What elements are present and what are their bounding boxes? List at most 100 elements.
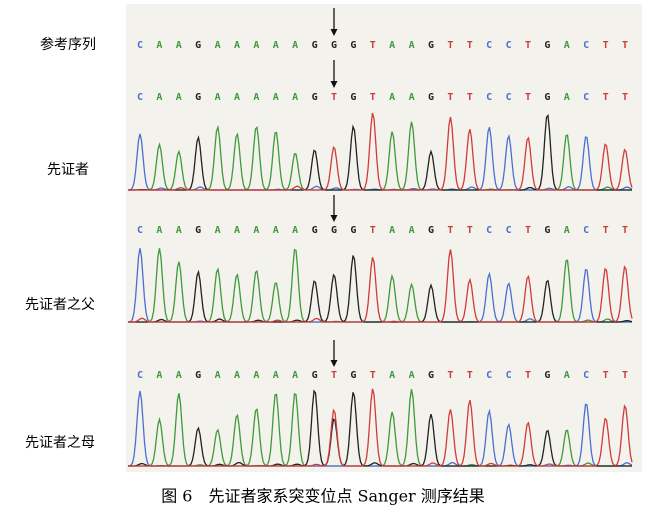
base-call: G [331,40,337,51]
base-call: T [467,225,473,236]
peak-trace [128,388,633,467]
arrow-head [330,29,338,36]
peak-trace [128,249,633,323]
base-call: G [544,92,550,103]
base-call: T [447,40,453,51]
base-call: G [312,370,318,381]
base-call: A [215,92,221,103]
base-call: A [564,225,570,236]
base-call: C [583,370,589,381]
photo-panel [126,4,642,472]
base-call: A [409,92,415,103]
base-call: A [389,225,395,236]
base-call: T [525,40,531,51]
base-call: G [350,370,356,381]
base-call: A [389,40,395,51]
base-call: C [506,92,512,103]
base-call: T [467,370,473,381]
base-call: T [622,225,628,236]
base-call: T [447,225,453,236]
row-label: 参考序列 [40,36,96,53]
base-call: T [622,92,628,103]
base-call: G [312,40,318,51]
base-call: T [603,92,609,103]
base-call: T [622,370,628,381]
base-call: G [350,40,356,51]
base-call: G [312,92,318,103]
base-call: T [370,370,376,381]
row-label: 先证者之父 [25,297,95,313]
base-call: T [467,40,473,51]
row-label: 先证者 [47,162,89,178]
base-call: A [156,40,162,51]
base-call: G [195,225,201,236]
base-call: A [215,225,221,236]
base-call: T [525,92,531,103]
arrow-head [330,215,338,222]
base-call: A [292,92,298,103]
base-call: A [253,92,259,103]
base-call: A [234,40,240,51]
base-call: G [350,225,356,236]
base-call: T [622,40,628,51]
base-call: T [525,370,531,381]
base-call: A [234,225,240,236]
base-call: A [389,370,395,381]
base-call: C [583,225,589,236]
base-call: A [564,92,570,103]
base-call: G [544,370,550,381]
arrow-head [330,360,338,367]
base-call: A [409,40,415,51]
base-call: A [292,40,298,51]
base-call: G [195,370,201,381]
base-call: T [603,40,609,51]
base-call: T [370,225,376,236]
base-call: A [273,370,279,381]
base-call: A [253,40,259,51]
base-call: A [253,225,259,236]
base-call: C [486,370,492,381]
figure-caption: 图 6 先证者家系突变位点 Sanger 测序结果 [161,487,485,506]
base-call: C [486,92,492,103]
base-call: T [331,370,337,381]
peak-trace [128,112,633,191]
base-call: C [137,92,143,103]
base-call: A [564,370,570,381]
base-call: A [215,370,221,381]
base-call: A [273,40,279,51]
base-call: C [583,40,589,51]
base-call: A [564,40,570,51]
arrow-head [330,81,338,88]
base-call: A [176,225,182,236]
base-call: G [428,225,434,236]
base-call: T [603,225,609,236]
base-call: G [544,40,550,51]
base-call: A [273,92,279,103]
base-call: G [350,92,356,103]
base-call: G [195,40,201,51]
base-call: G [195,92,201,103]
base-call: G [428,40,434,51]
base-call: A [176,92,182,103]
base-call: T [447,92,453,103]
base-call: T [447,370,453,381]
base-call: A [176,370,182,381]
base-call: T [331,92,337,103]
base-call: C [486,225,492,236]
base-call: A [234,370,240,381]
base-call: T [603,370,609,381]
base-call: A [156,92,162,103]
base-call: C [506,225,512,236]
base-call: G [428,370,434,381]
row-label: 先证者之母 [25,435,95,451]
base-call: T [525,225,531,236]
base-call: A [156,225,162,236]
base-call: A [409,370,415,381]
base-call: A [292,225,298,236]
base-call: G [312,225,318,236]
base-call: A [215,40,221,51]
base-call: A [253,370,259,381]
base-call: A [292,370,298,381]
base-call: T [467,92,473,103]
